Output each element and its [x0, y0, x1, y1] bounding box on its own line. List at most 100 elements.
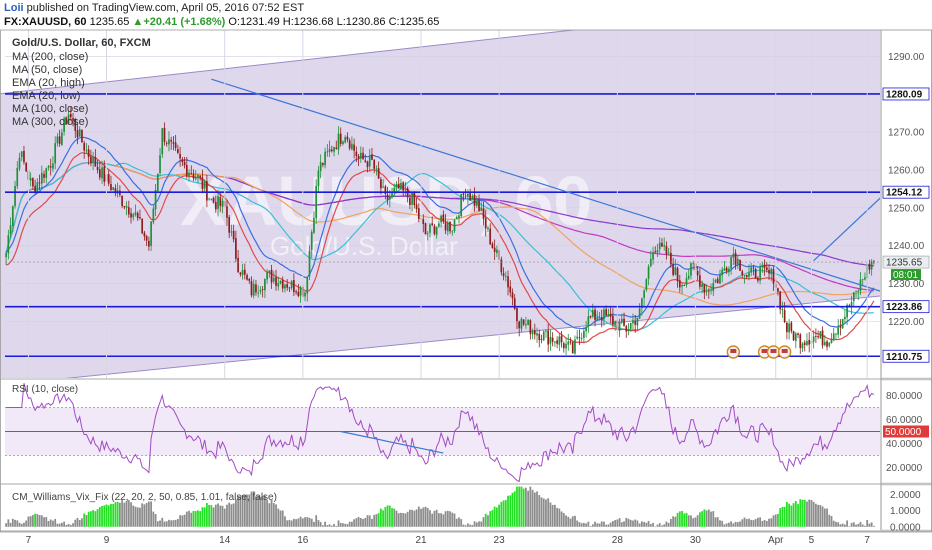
vix-bar	[843, 524, 846, 527]
vix-bar	[799, 499, 802, 527]
x-tick-label: 5	[809, 535, 815, 546]
vix-bar	[237, 496, 240, 527]
candle-body	[663, 245, 666, 247]
vix-bar	[701, 511, 704, 527]
candle-body	[560, 335, 563, 343]
author-name[interactable]: Loii	[4, 2, 24, 14]
vix-bar	[310, 518, 313, 527]
vix-bar	[435, 509, 438, 527]
candle-body	[600, 317, 603, 321]
candle-body	[192, 174, 195, 179]
candle-body	[681, 284, 683, 287]
vix-bar	[692, 518, 695, 527]
candle-body	[652, 252, 654, 260]
candle-body	[277, 283, 280, 287]
vix-bar	[848, 526, 851, 527]
candle-body	[852, 292, 855, 302]
up-arrow-icon: ▲	[132, 16, 144, 28]
vix-bar	[623, 521, 625, 527]
candle-body	[65, 118, 68, 125]
candle-body	[473, 195, 476, 206]
vix-bar	[533, 492, 536, 527]
price-tick-label: 1250.00	[888, 203, 925, 214]
candle-body	[870, 261, 873, 270]
legend-ma50[interactable]: MA (50, close)	[12, 64, 83, 76]
rsi-title[interactable]: RSI (10, close)	[12, 384, 79, 395]
candle-body	[759, 266, 761, 281]
vix-bar	[828, 514, 831, 527]
candle-body	[384, 186, 387, 195]
x-tick-label: 23	[494, 535, 506, 546]
vix-bar	[266, 500, 269, 527]
high-value: H:1236.68	[282, 16, 334, 28]
vix-bar	[498, 504, 501, 527]
vix-bar	[482, 517, 485, 527]
vix-bar	[371, 518, 373, 527]
candle-body	[658, 242, 661, 250]
legend-ma100[interactable]: MA (100, close)	[12, 103, 89, 115]
candle-body	[154, 189, 157, 210]
candle-body	[540, 339, 543, 340]
candle-body	[788, 323, 790, 333]
legend-symbol[interactable]: Gold/U.S. Dollar, 60, FXCM	[12, 37, 151, 49]
candle-body	[257, 292, 260, 294]
legend-ema-low[interactable]: EMA (20, low)	[12, 90, 81, 102]
candle-body	[85, 150, 88, 152]
vix-bar	[866, 520, 869, 527]
candle-body	[304, 292, 306, 297]
candle-body	[386, 194, 389, 200]
vix-bar	[618, 518, 621, 527]
vix-bar	[147, 501, 150, 527]
candle-body	[790, 322, 793, 332]
vix-bar	[101, 505, 103, 527]
candle-body	[451, 231, 454, 233]
candle-body	[181, 159, 184, 163]
candle-body	[672, 263, 674, 275]
vix-bar	[661, 525, 663, 527]
vix-bar	[545, 499, 547, 527]
vix-bar	[52, 520, 54, 527]
vix-bar	[777, 513, 779, 527]
vix-bar	[549, 502, 552, 527]
candle-body	[114, 188, 117, 194]
ema20-low-line	[5, 152, 875, 344]
candle-body	[612, 315, 614, 325]
legend-ema-high[interactable]: EMA (20, high)	[12, 77, 85, 89]
legend-ma200[interactable]: MA (200, close)	[12, 51, 89, 63]
vix-bar	[743, 517, 746, 527]
candle-body	[725, 267, 728, 271]
vix-bar	[297, 518, 300, 527]
candle-body	[101, 167, 103, 179]
candle-body	[732, 253, 735, 258]
candle-body	[328, 148, 331, 152]
vix-bar	[814, 503, 817, 527]
vix-bar	[681, 510, 683, 527]
vix-bar	[313, 521, 315, 527]
vix-bar	[587, 521, 590, 527]
candle-body	[342, 141, 344, 145]
vix-bar	[417, 506, 420, 527]
candle-body	[270, 269, 273, 283]
flag-us-1-mark	[730, 349, 737, 353]
vix-bar	[377, 513, 380, 527]
candle-body	[438, 223, 440, 227]
vix-bar	[759, 517, 762, 527]
candle-body	[538, 333, 541, 341]
vix-tick-label: 1.0000	[890, 506, 921, 517]
watermark-name: Gold/U.S. Dollar	[270, 231, 458, 261]
vix-bar	[509, 495, 512, 527]
vix-title[interactable]: CM_Williams_Vix_Fix (22, 20, 2, 50, 0.85…	[12, 492, 277, 503]
flag-us-4-mark	[781, 349, 788, 353]
candle-body	[411, 192, 413, 205]
legend-ma300[interactable]: MA (300, close)	[12, 116, 89, 128]
candle-body	[226, 206, 228, 218]
candle-body	[20, 151, 23, 158]
vix-bar	[123, 502, 126, 527]
candle-body	[458, 215, 460, 218]
vix-bar	[27, 516, 30, 527]
rsi-divergence-line	[340, 430, 444, 454]
vix-bar	[518, 486, 521, 527]
candle-body	[547, 330, 550, 345]
